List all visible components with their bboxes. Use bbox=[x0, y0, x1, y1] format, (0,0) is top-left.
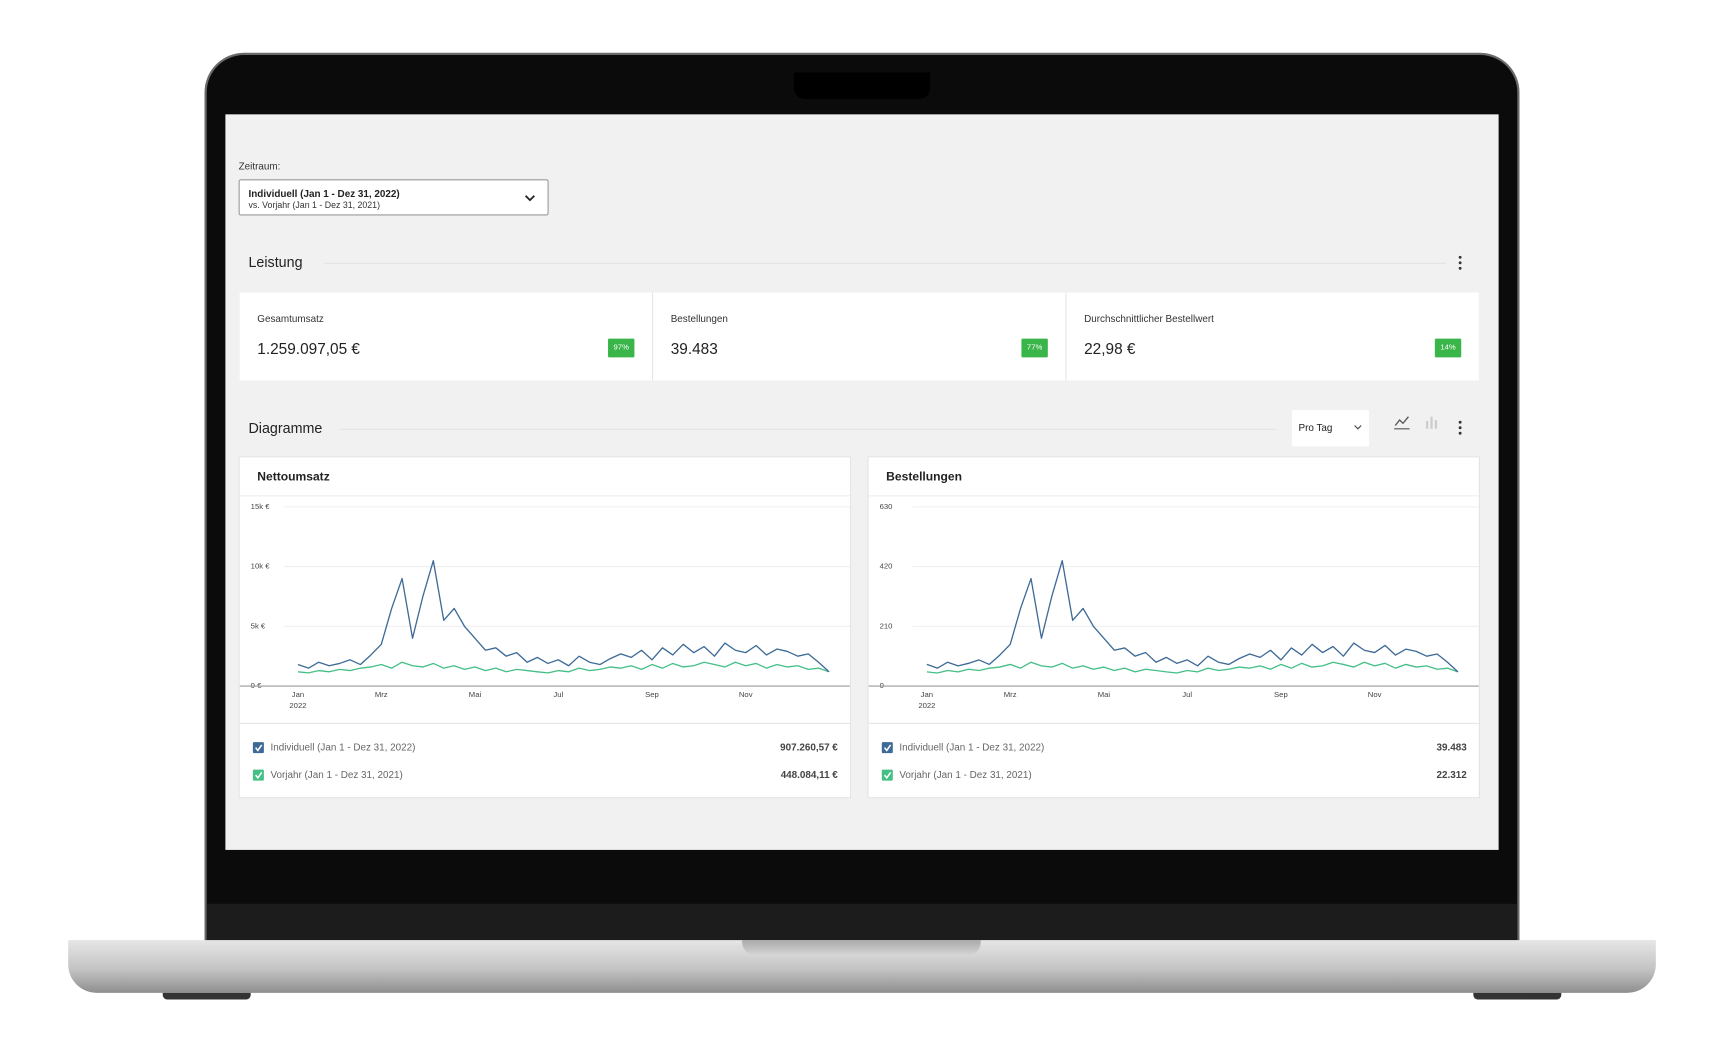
laptop-base bbox=[68, 940, 1656, 993]
x-tick-label: Jul bbox=[1182, 690, 1192, 699]
chevron bbox=[1354, 425, 1362, 430]
line-chart-toggle[interactable] bbox=[1393, 413, 1411, 431]
kpi[interactable]: Durchschnittlicher Bestellwert 22,98 € 1… bbox=[1065, 292, 1478, 381]
section-rule bbox=[324, 262, 1446, 264]
chart-title: Bestellungen bbox=[886, 469, 962, 483]
checkmark bbox=[255, 744, 263, 752]
dot bbox=[1458, 420, 1462, 424]
lid-groove bbox=[742, 940, 981, 956]
x-tick-label: Nov bbox=[1368, 690, 1382, 699]
checkmark bbox=[883, 771, 892, 780]
x-tick-label: Jul bbox=[553, 690, 563, 699]
kpi-change: 14% bbox=[1434, 338, 1462, 358]
kpi-label: Gesamtumsatz bbox=[257, 313, 324, 325]
x-tick-label: Sep bbox=[1274, 690, 1288, 699]
y-tick-label: 630 bbox=[880, 502, 893, 511]
camera-notch bbox=[793, 72, 931, 99]
dot bbox=[1458, 426, 1462, 430]
chart-card: Bestellungen0210420630Jan2022MrzMaiJulSe… bbox=[868, 457, 1479, 798]
legend-name: Vorjahr (Jan 1 - Dez 31, 2021) bbox=[899, 770, 1031, 781]
legend-checkbox bbox=[252, 769, 264, 781]
series-line bbox=[926, 661, 1459, 674]
kpi-value: 39.483 bbox=[670, 339, 718, 358]
dot bbox=[1458, 431, 1462, 435]
legend-total: 907.260,57 € bbox=[780, 742, 838, 753]
kpi-label: Durchschnittlicher Bestellwert bbox=[1084, 313, 1214, 325]
section-rule bbox=[339, 428, 1277, 430]
y-tick-label: 15k € bbox=[251, 502, 271, 511]
series-line bbox=[926, 559, 1459, 673]
laptop-foot bbox=[1473, 992, 1562, 1000]
bar-chart-toggle[interactable] bbox=[1423, 413, 1441, 431]
legend-total: 39.483 bbox=[1437, 742, 1468, 753]
x-tick-label: Jan bbox=[921, 690, 933, 699]
period-dropdown[interactable]: Individuell (Jan 1 - Dez 31, 2022) vs. V… bbox=[238, 179, 549, 216]
legend-checkbox bbox=[881, 742, 893, 754]
chevron-path bbox=[1354, 425, 1362, 430]
kpi[interactable]: Bestellungen 39.483 77% bbox=[652, 292, 1065, 381]
icon-path bbox=[1430, 416, 1433, 429]
kpi[interactable]: Gesamtumsatz 1.259.097,05 € 97% bbox=[240, 292, 652, 380]
period-selected: Individuell (Jan 1 - Dez 31, 2022) bbox=[248, 188, 400, 200]
kpi-panel: Gesamtumsatz 1.259.097,05 € 97% Bestellu… bbox=[239, 292, 1479, 381]
legend-name: Individuell (Jan 1 - Dez 31, 2022) bbox=[899, 742, 1044, 753]
checkmark bbox=[883, 744, 892, 752]
interval-label: Pro Tag bbox=[1298, 422, 1333, 434]
legend-checkbox bbox=[252, 742, 264, 754]
x-year-label: 2022 bbox=[918, 701, 935, 710]
section-title: Leistung bbox=[248, 253, 303, 271]
x-tick-label: Jan bbox=[292, 690, 304, 699]
dot bbox=[1458, 255, 1462, 259]
x-tick-label: Mai bbox=[469, 690, 482, 699]
icon-path bbox=[1426, 421, 1429, 429]
kebab-menu[interactable] bbox=[1455, 254, 1466, 272]
legend-checkbox bbox=[881, 769, 893, 781]
x-tick-label: Mrz bbox=[375, 690, 388, 699]
chart-title: Nettoumsatz bbox=[257, 469, 329, 483]
kpi-label: Bestellungen bbox=[670, 313, 728, 325]
y-tick-label: 420 bbox=[880, 562, 893, 571]
y-tick-label: 5k € bbox=[251, 621, 266, 630]
chevron-path bbox=[524, 195, 535, 202]
filter-label: Zeitraum: bbox=[238, 160, 281, 172]
kebab-menu[interactable] bbox=[1455, 419, 1466, 437]
kpi-value: 22,98 € bbox=[1084, 339, 1136, 358]
period-compare: vs. Vorjahr (Jan 1 - Dez 31, 2021) bbox=[248, 200, 381, 211]
dot bbox=[1458, 266, 1462, 270]
laptop-foot bbox=[162, 992, 251, 1000]
kpi-change: 97% bbox=[608, 338, 635, 358]
legend-total: 448.084,11 € bbox=[781, 770, 839, 781]
series-line bbox=[297, 559, 830, 673]
icon-path bbox=[1394, 416, 1409, 426]
icon-path bbox=[1434, 420, 1438, 429]
chevron bbox=[524, 195, 535, 202]
x-year-label: 2022 bbox=[289, 701, 306, 710]
series-line bbox=[297, 661, 830, 674]
y-tick-label: 210 bbox=[880, 621, 893, 630]
x-tick-label: Mrz bbox=[1004, 690, 1017, 699]
y-tick-label: 10k € bbox=[251, 562, 271, 571]
x-tick-label: Mai bbox=[1098, 690, 1111, 699]
legend-total: 22.312 bbox=[1437, 770, 1468, 781]
bezel-chin bbox=[206, 903, 1518, 941]
x-tick-label: Nov bbox=[739, 690, 753, 699]
checkmark bbox=[255, 771, 263, 780]
legend-name: Individuell (Jan 1 - Dez 31, 2022) bbox=[270, 742, 415, 753]
kpi-value: 1.259.097,05 € bbox=[257, 339, 361, 358]
kpi-change: 77% bbox=[1021, 338, 1048, 358]
legend-name: Vorjahr (Jan 1 - Dez 31, 2021) bbox=[270, 770, 402, 781]
section-title: Diagramme bbox=[248, 420, 323, 437]
x-tick-label: Sep bbox=[645, 690, 659, 699]
screen: Zeitraum: Individuell (Jan 1 - Dez 31, 2… bbox=[225, 114, 1499, 850]
dot bbox=[1458, 261, 1462, 265]
interval-dropdown[interactable]: Pro Tag bbox=[1291, 410, 1369, 447]
